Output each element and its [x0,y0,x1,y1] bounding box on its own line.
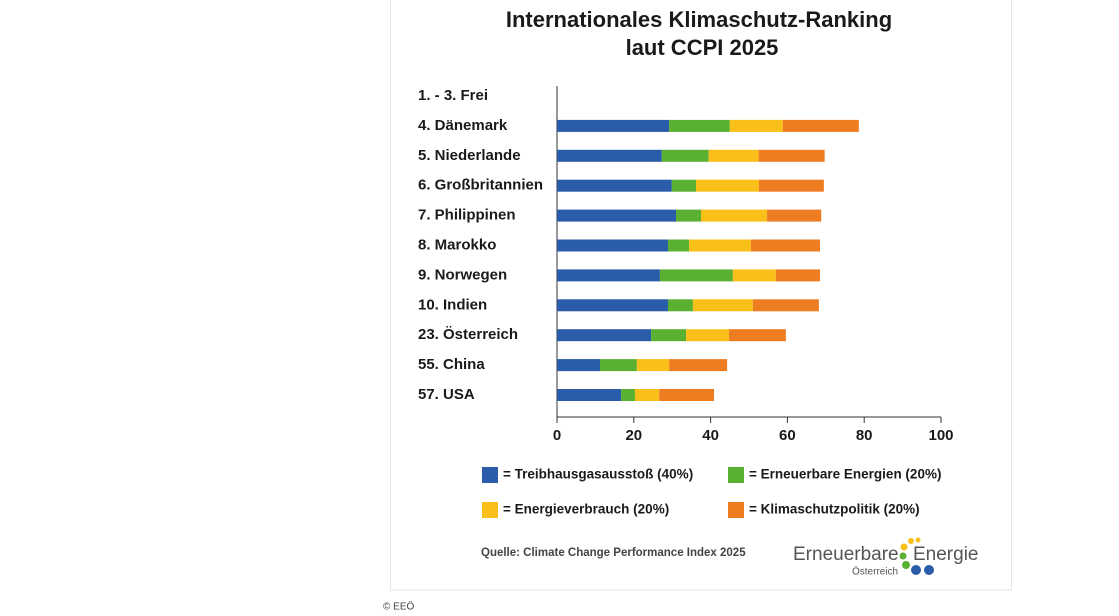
x-tick-label: 0 [553,427,561,444]
chart-title: Internationales Klimaschutz-Ranking [506,7,892,32]
legend-label: = Erneuerbare Energien (20%) [749,467,941,482]
bar-segment [557,299,668,312]
category-label: 55. China [418,356,485,373]
bar-segment [634,389,660,401]
bar-segment [686,329,730,342]
bar-segment [557,239,668,252]
legend-label: = Energieverbrauch (20%) [503,502,669,517]
bar-segment [752,299,819,312]
bar-segment [557,329,652,342]
logo: Erneuerbare Energie Österreich [793,537,979,578]
bar-segment [557,359,601,372]
bar-segment [659,389,715,401]
x-tick-label: 40 [702,427,719,444]
bar-segment [676,209,701,222]
bar-segment [667,299,693,312]
x-tick-label: 80 [856,427,873,444]
category-label: 7. Philippinen [418,207,516,224]
category-label: 8. Marokko [418,236,496,253]
category-label: 10. Indien [418,296,487,313]
bar-segment [557,209,677,222]
logo-dot [899,552,907,560]
bar-segment [600,359,637,372]
bar-segment [758,149,825,162]
bar-segment [689,239,751,252]
bar-segment [767,209,822,222]
bar-segment [732,269,776,282]
credit: © EEÖ [383,601,414,613]
category-label: 23. Österreich [418,326,518,343]
source: Quelle: Climate Change Performance Index… [481,547,746,559]
chart-subtitle: laut CCPI 2025 [626,35,779,60]
bar-segment [557,269,660,282]
bar-segment [557,179,672,192]
bar-segment [557,119,670,132]
logo-dot [908,538,914,544]
legend-swatch [482,467,498,483]
legend-swatch [728,502,744,518]
bar-segment [651,329,687,342]
logo-dot [900,543,908,551]
x-tick-label: 60 [779,427,796,444]
bar-segment [775,269,821,282]
logo-text: Energie [913,544,979,565]
bar-segment [669,359,728,372]
bar-segment [659,269,733,282]
bar-segment [708,149,759,162]
bar-segment [621,389,635,401]
category-label: 9. Norwegen [418,266,507,283]
card [390,0,1012,591]
bar-segment [557,149,662,162]
category-label: 4. Dänemark [418,117,508,134]
x-tick-label: 20 [625,427,642,444]
logo-text: Österreich [852,566,898,578]
legend-label: = Klimaschutzpolitik (20%) [749,502,920,517]
bar-segment [671,179,697,192]
logo-text: Erneuerbare [793,544,899,565]
bar-segment [696,179,759,192]
legend-swatch [482,502,498,518]
legend-swatch [728,467,744,483]
category-label: 57. USA [418,386,475,403]
bar-segment [692,299,753,312]
logo-dot [924,565,934,575]
bar-segment [729,119,783,132]
bar-segment [729,329,786,342]
category-label: 6. Großbritannien [418,177,543,194]
bar-segment [667,239,690,252]
bar-segment [636,359,670,372]
logo-dot [915,537,921,543]
bar-segment [557,389,622,401]
category-label: 5. Niederlande [418,147,521,164]
x-tick-label: 100 [928,427,953,444]
category-label: 1. - 3. Frei [418,87,488,104]
bar-segment [750,239,821,252]
bar-segment [782,119,859,132]
bar-segment [661,149,709,162]
logo-dot [911,565,921,575]
bar-segment [758,179,824,192]
bar-segment [669,119,730,132]
legend-label: = Treibhausgasausstoß (40%) [503,467,693,482]
logo-dot [902,561,910,569]
bar-segment [701,209,768,222]
